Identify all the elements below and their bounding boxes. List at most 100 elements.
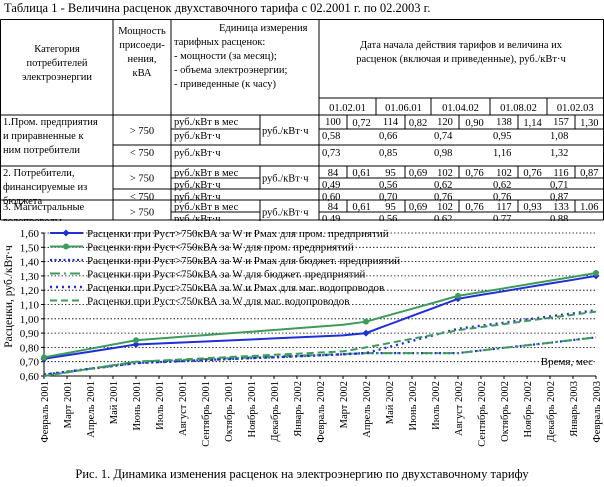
header-category: электроэнергии xyxy=(22,72,92,83)
tariff-energy-value: 1,08 xyxy=(550,131,568,142)
y-tick-label: 1,40 xyxy=(20,257,40,269)
unit-month: руб./кВт в мес xyxy=(174,117,239,128)
x-tick-label: Апрель 2001 xyxy=(86,381,97,438)
series-point xyxy=(133,337,139,344)
header-power: нения, xyxy=(128,54,157,65)
category-label: ним потребители xyxy=(3,145,80,156)
date-header: 01.06.01 xyxy=(385,103,422,114)
table-title: Таблица 1 - Величина расценок двухставоч… xyxy=(4,1,431,15)
figure-caption: Рис. 1. Динамика изменения расценок на э… xyxy=(75,467,529,481)
x-tick-label: Август 2002 xyxy=(454,381,465,436)
header-units: - мощности (за месяц); xyxy=(174,51,277,62)
tariff-energy-value: 0,95 xyxy=(493,131,511,142)
tariff-energy-value: 0,58 xyxy=(322,131,340,142)
category-label: 1.Пром. предприятия xyxy=(3,117,98,128)
unit-month: руб./кВт в мес xyxy=(174,168,239,179)
unit-kwh: руб./кВт·ч xyxy=(174,180,221,191)
y-tick-label: 1,50 xyxy=(20,242,40,254)
legend-label: Расценки при Руст>750кВА за W и Рмах для… xyxy=(87,255,400,267)
series-line-6 xyxy=(43,310,597,377)
category-label: финансируемые из xyxy=(3,182,87,193)
power-value: < 750 xyxy=(130,148,154,159)
tariff-energy-value: 0,62 xyxy=(434,214,452,221)
header-category: потребителей xyxy=(26,58,87,69)
tariff-energy-value: 0,62 xyxy=(493,180,511,191)
tariff-combined-value: 0,93 xyxy=(523,202,541,213)
tariff-power-value: 84 xyxy=(328,168,339,179)
tariff-combined-value: 0,69 xyxy=(409,202,427,213)
x-tick-label: Август 2001 xyxy=(178,381,189,436)
tariff-power-value: 102 xyxy=(496,168,512,179)
x-tick-label: Октябрь 2001 xyxy=(224,381,235,442)
y-tick-label: 0,80 xyxy=(20,342,40,354)
series-line-4 xyxy=(43,336,597,377)
series-line-5 xyxy=(43,309,597,376)
x-tick-label: Декабрь 2001 xyxy=(270,381,281,442)
tariff-energy-value: 0,66 xyxy=(379,131,397,142)
tariff-low-power-value: 0,85 xyxy=(379,148,397,159)
x-tick-label: Июль 2001 xyxy=(155,381,166,430)
header-power: кВА xyxy=(132,68,151,79)
category-label: 2. Потребители, xyxy=(3,168,75,179)
tariff-energy-value: 0,71 xyxy=(550,180,568,191)
x-tick-label: Сентябрь 2001 xyxy=(201,381,212,447)
tariff-power-value: 138 xyxy=(496,117,512,128)
unit-kwh: руб./кВт·ч xyxy=(174,214,221,221)
legend-label: Расценки при Руст<750кВА за W для маг. в… xyxy=(87,296,349,308)
series-point xyxy=(593,270,599,277)
tariff-combined-value: 0,82 xyxy=(409,118,427,129)
tariff-low-power-value: 0,73 xyxy=(322,148,340,159)
y-tick-label: 0,90 xyxy=(20,328,40,340)
y-tick-label: 1,20 xyxy=(20,285,40,297)
tariff-low-power-value: 0,87 xyxy=(550,192,568,203)
x-tick-label: Февраль 2003 xyxy=(592,381,603,443)
tariff-energy-value: 0,77 xyxy=(493,214,511,221)
series-point xyxy=(363,318,369,325)
tariff-low-power-value: 1,32 xyxy=(550,148,568,159)
tariff-power-value: 95 xyxy=(385,202,396,213)
legend-label: Расценки при Руст<750кВА за W для пром. … xyxy=(87,242,354,254)
tariff-combined-value: 0,61 xyxy=(352,168,370,179)
unit-combined: руб./кВт·ч xyxy=(262,208,309,219)
tariff-low-power-value: 0,60 xyxy=(322,192,340,203)
tariff-chart: 0,60 0,70 0,80 0,90 1,00 1,10 1,20 1,30 1,40 1,50… xyxy=(0,222,604,464)
x-tick-label: Май 2001 xyxy=(109,381,120,424)
y-tick-label: 1,30 xyxy=(20,271,40,283)
unit-combined: руб./кВт·ч xyxy=(262,174,309,185)
category-label: водопроводы xyxy=(3,216,62,221)
tariff-combined-value: 1,14 xyxy=(523,118,542,129)
category-label: бюджета xyxy=(3,196,42,207)
header-dates-title: расценок (включая и приведенные), руб./к… xyxy=(356,54,566,65)
x-tick-label: Ноябрь 2001 xyxy=(247,381,258,437)
tariff-combined-value: 1.06 xyxy=(580,202,598,213)
y-tick-label: 0,70 xyxy=(20,357,40,369)
tariff-combined-value: 0,61 xyxy=(352,202,370,213)
series-point xyxy=(362,329,370,337)
category-label: 3. Магистральные xyxy=(3,202,85,213)
header-category: Категория xyxy=(34,44,80,55)
x-tick-label: Июнь 2002 xyxy=(408,381,419,430)
header-units: Единица измерения xyxy=(219,23,308,34)
tariff-combined-value: 0,76 xyxy=(523,168,541,179)
tariff-low-power-value: 0,70 xyxy=(379,192,397,203)
y-tick-label: 1,60 xyxy=(20,228,40,240)
tariff-power-value: 133 xyxy=(553,202,569,213)
category-label: и приравненные к xyxy=(3,131,84,142)
x-tick-label: Март 2002 xyxy=(339,381,350,428)
tariff-power-value: 84 xyxy=(328,202,339,213)
tariff-low-power-value: 1,16 xyxy=(493,148,511,159)
tariff-energy-value: 0,56 xyxy=(379,214,397,221)
tariff-energy-value: 0,62 xyxy=(434,180,452,191)
power-value: > 750 xyxy=(130,208,154,219)
x-tick-label: Октябрь 2002 xyxy=(500,381,511,442)
tariff-combined-value: 0,76 xyxy=(465,168,483,179)
tariff-power-value: 100 xyxy=(325,117,341,128)
x-axis-label: Время, мес xyxy=(541,356,593,368)
power-value: > 750 xyxy=(130,174,154,185)
tariff-power-value: 102 xyxy=(437,168,453,179)
tariff-power-value: 102 xyxy=(437,202,453,213)
x-tick-label: Ноябрь 2002 xyxy=(523,381,534,437)
unit-kwh: руб./кВт·ч xyxy=(174,148,221,159)
tariff-combined-value: 1,30 xyxy=(580,118,598,129)
x-tick-label: Сентябрь 2002 xyxy=(477,381,488,447)
